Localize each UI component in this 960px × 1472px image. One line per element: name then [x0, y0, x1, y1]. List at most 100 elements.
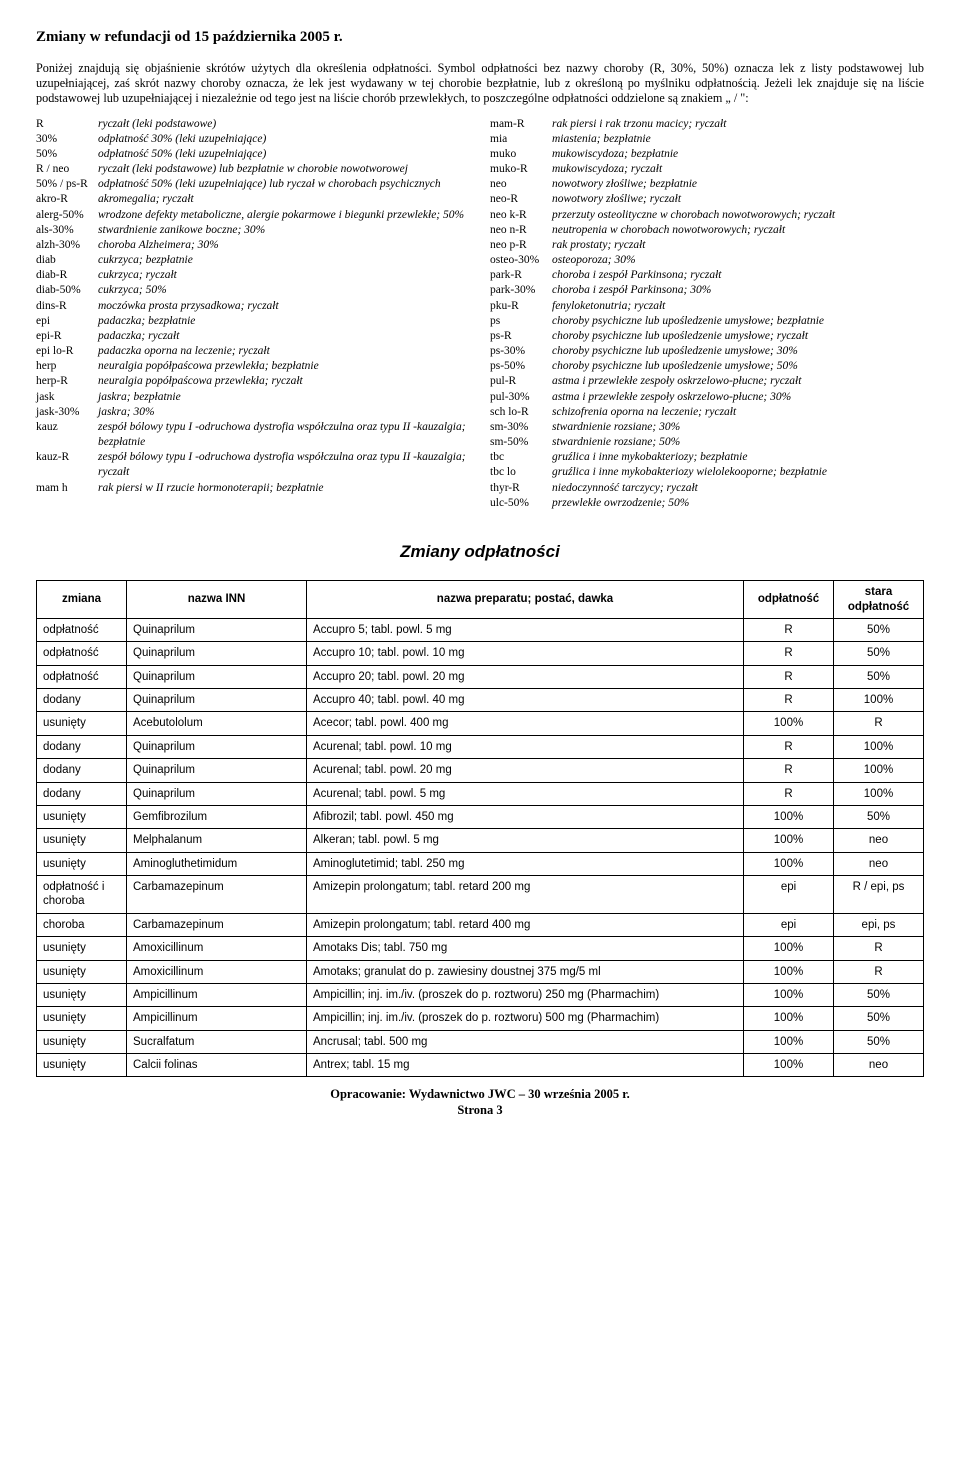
abbr-val: gruźlica i inne mykobakteriozy; bezpłatn… — [552, 450, 924, 465]
abbr-val: gruźlica i inne mykobakteriozy wieloleko… — [552, 465, 924, 480]
abbr-col-right: mam-Rrak piersi i rak trzonu macicy; ryc… — [490, 117, 924, 511]
abbr-key: pul-30% — [490, 390, 552, 405]
table-cell: Acurenal; tabl. powl. 5 mg — [307, 782, 744, 805]
abbr-row: epi-Rpadaczka; ryczałt — [36, 329, 470, 344]
abbr-row: sm-50%stwardnienie rozsiane; 50% — [490, 435, 924, 450]
abbr-val: choroby psychiczne lub upośledzenie umys… — [552, 329, 924, 344]
abbr-row: jaskjaskra; bezpłatnie — [36, 390, 470, 405]
abbr-key: mam h — [36, 481, 98, 496]
table-row: dodanyQuinaprilumAcurenal; tabl. powl. 2… — [37, 759, 924, 782]
abbr-row: neo-Rnowotwory złośliwe; ryczałt — [490, 192, 924, 207]
abbr-val: choroby psychiczne lub upośledzenie umys… — [552, 314, 924, 329]
abbr-row: pul-30%astma i przewlekłe zespoły oskrze… — [490, 390, 924, 405]
abbr-val: ryczałt (leki podstawowe) lub bezpłatnie… — [98, 162, 470, 177]
abbr-val: ryczałt (leki podstawowe) — [98, 117, 470, 132]
abbr-row: ulc-50%przewlekłe owrzodzenie; 50% — [490, 496, 924, 511]
table-cell: Amizepin prolongatum; tabl. retard 400 m… — [307, 913, 744, 936]
abbr-val: cukrzyca; bezpłatnie — [98, 253, 470, 268]
abbr-row: epipadaczka; bezpłatnie — [36, 314, 470, 329]
table-cell: usunięty — [37, 805, 127, 828]
abbr-key: sch lo-R — [490, 405, 552, 420]
abbr-val: przewlekłe owrzodzenie; 50% — [552, 496, 924, 511]
table-cell: R — [744, 759, 834, 782]
table-cell: Amotaks; granulat do p. zawiesiny doustn… — [307, 960, 744, 983]
abbr-val: neuralgia popółpaścowa przewlekła; bezpł… — [98, 359, 470, 374]
table-cell: 100% — [834, 759, 924, 782]
abbr-row: miamiastenia; bezpłatnie — [490, 132, 924, 147]
abbr-key: ps-30% — [490, 344, 552, 359]
table-cell: usunięty — [37, 1007, 127, 1030]
abbr-key: tbc — [490, 450, 552, 465]
table-cell: usunięty — [37, 960, 127, 983]
abbr-row: neonowotwory złośliwe; bezpłatnie — [490, 177, 924, 192]
abbr-key: alzh-30% — [36, 238, 98, 253]
abbr-key: kauz — [36, 420, 98, 450]
abbr-row: pku-Rfenyloketonutria; ryczałt — [490, 299, 924, 314]
abbr-row: diabcukrzyca; bezpłatnie — [36, 253, 470, 268]
abbr-key: 50% / ps-R — [36, 177, 98, 192]
abbr-key: kauz-R — [36, 450, 98, 480]
abbr-key: ps-50% — [490, 359, 552, 374]
abbr-val: choroba i zespół Parkinsona; 30% — [552, 283, 924, 298]
table-cell: Carbamazepinum — [127, 876, 307, 914]
table-cell: dodany — [37, 782, 127, 805]
abbr-key: mam-R — [490, 117, 552, 132]
table-cell: 100% — [744, 1030, 834, 1053]
table-cell: Quinaprilum — [127, 665, 307, 688]
table-cell: Ampicillin; inj. im./iv. (proszek do p. … — [307, 1007, 744, 1030]
table-cell: 100% — [744, 960, 834, 983]
abbr-columns: Rryczałt (leki podstawowe)30%odpłatność … — [36, 117, 924, 511]
abbr-key: als-30% — [36, 223, 98, 238]
table-cell: Sucralfatum — [127, 1030, 307, 1053]
abbr-val: padaczka; bezpłatnie — [98, 314, 470, 329]
table-cell: R — [744, 735, 834, 758]
table-cell: Accupro 10; tabl. powl. 10 mg — [307, 642, 744, 665]
table-cell: Ancrusal; tabl. 500 mg — [307, 1030, 744, 1053]
abbr-row: mam-Rrak piersi i rak trzonu macicy; ryc… — [490, 117, 924, 132]
table-cell: Ampicillinum — [127, 983, 307, 1006]
abbr-key: herp-R — [36, 374, 98, 389]
abbr-row: alzh-30%choroba Alzheimera; 30% — [36, 238, 470, 253]
table-cell: Quinaprilum — [127, 618, 307, 641]
abbr-row: kauz-Rzespół bólowy typu I -odruchowa dy… — [36, 450, 470, 480]
abbr-key: 50% — [36, 147, 98, 162]
table-cell: Melphalanum — [127, 829, 307, 852]
table-row: usuniętyCalcii folinasAntrex; tabl. 15 m… — [37, 1054, 924, 1077]
footer-line2: Strona 3 — [457, 1103, 502, 1117]
col-zmiana: zmiana — [37, 581, 127, 619]
abbr-row: mukomukowiscydoza; bezpłatnie — [490, 147, 924, 162]
abbr-key: pul-R — [490, 374, 552, 389]
table-cell: 50% — [834, 1030, 924, 1053]
abbr-key: mia — [490, 132, 552, 147]
abbr-val: astma i przewlekłe zespoły oskrzelowo-pł… — [552, 390, 924, 405]
abbr-val: astma i przewlekłe zespoły oskrzelowo-pł… — [552, 374, 924, 389]
table-cell: Accupro 20; tabl. powl. 20 mg — [307, 665, 744, 688]
table-row: usuniętyAcebutololumAcecor; tabl. powl. … — [37, 712, 924, 735]
abbr-val: wrodzone defekty metaboliczne, alergie p… — [98, 208, 470, 223]
table-cell: 100% — [744, 1007, 834, 1030]
abbr-val: niedoczynność tarczycy; ryczałt — [552, 481, 924, 496]
abbr-row: neo p-Rrak prostaty; ryczałt — [490, 238, 924, 253]
table-cell: dodany — [37, 689, 127, 712]
section-title: Zmiany odpłatności — [36, 541, 924, 562]
abbr-row: ps-50%choroby psychiczne lub upośledzeni… — [490, 359, 924, 374]
table-cell: Antrex; tabl. 15 mg — [307, 1054, 744, 1077]
table-cell: R / epi, ps — [834, 876, 924, 914]
table-row: usuniętyAmpicillinumAmpicillin; inj. im.… — [37, 983, 924, 1006]
abbr-row: mam hrak piersi w II rzucie hormonoterap… — [36, 481, 470, 496]
abbr-key: neo — [490, 177, 552, 192]
table-cell: Aminoglutetimid; tabl. 250 mg — [307, 852, 744, 875]
table-cell: 50% — [834, 665, 924, 688]
table-row: chorobaCarbamazepinumAmizepin prolongatu… — [37, 913, 924, 936]
abbr-val: osteoporoza; 30% — [552, 253, 924, 268]
abbr-row: park-Rchoroba i zespół Parkinsona; rycza… — [490, 268, 924, 283]
abbr-val: przerzuty osteolityczne w chorobach nowo… — [552, 208, 924, 223]
abbr-key: pku-R — [490, 299, 552, 314]
table-cell: Quinaprilum — [127, 689, 307, 712]
abbr-val: nowotwory złośliwe; bezpłatnie — [552, 177, 924, 192]
table-cell: odpłatność i choroba — [37, 876, 127, 914]
table-cell: Amoxicillinum — [127, 960, 307, 983]
abbr-val: choroba Alzheimera; 30% — [98, 238, 470, 253]
table-cell: Amoxicillinum — [127, 937, 307, 960]
table-cell: odpłatność — [37, 618, 127, 641]
